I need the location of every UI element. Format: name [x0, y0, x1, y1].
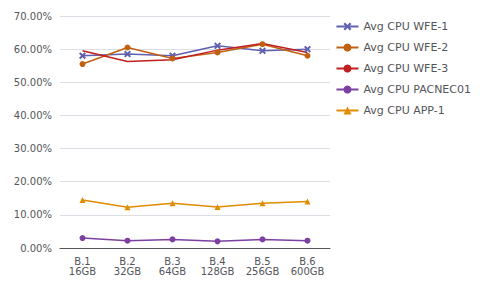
svg-text:10.00%: 10.00%: [14, 209, 52, 220]
svg-text:B.1: B.1: [74, 255, 91, 267]
svg-text:600GB: 600GB: [291, 266, 325, 277]
svg-text:16GB: 16GB: [69, 266, 96, 277]
svg-text:Avg CPU WFE-1: Avg CPU WFE-1: [363, 20, 448, 33]
svg-text:B.6: B.6: [299, 255, 316, 267]
svg-text:60.00%: 60.00%: [14, 44, 52, 55]
svg-text:40.00%: 40.00%: [14, 110, 52, 121]
svg-text:30.00%: 30.00%: [14, 143, 52, 154]
svg-text:B.4: B.4: [209, 255, 226, 267]
svg-text:64GB: 64GB: [159, 266, 186, 277]
svg-text:B.2: B.2: [119, 255, 136, 267]
svg-text:256GB: 256GB: [246, 266, 280, 277]
svg-text:B.3: B.3: [164, 255, 181, 267]
svg-text:Avg CPU WFE-2: Avg CPU WFE-2: [363, 41, 448, 54]
svg-text:20.00%: 20.00%: [14, 176, 52, 187]
svg-text:50.00%: 50.00%: [14, 77, 52, 88]
svg-text:Avg CPU PACNEC01: Avg CPU PACNEC01: [363, 83, 471, 96]
svg-text:128GB: 128GB: [201, 266, 235, 277]
svg-text:32GB: 32GB: [114, 266, 141, 277]
svg-text:Avg CPU APP-1: Avg CPU APP-1: [363, 104, 444, 117]
svg-text:B.5: B.5: [254, 255, 271, 267]
svg-text:Avg CPU WFE-3: Avg CPU WFE-3: [363, 62, 448, 75]
svg-text:0.00%: 0.00%: [20, 243, 52, 254]
svg-text:70.00%: 70.00%: [14, 11, 52, 22]
